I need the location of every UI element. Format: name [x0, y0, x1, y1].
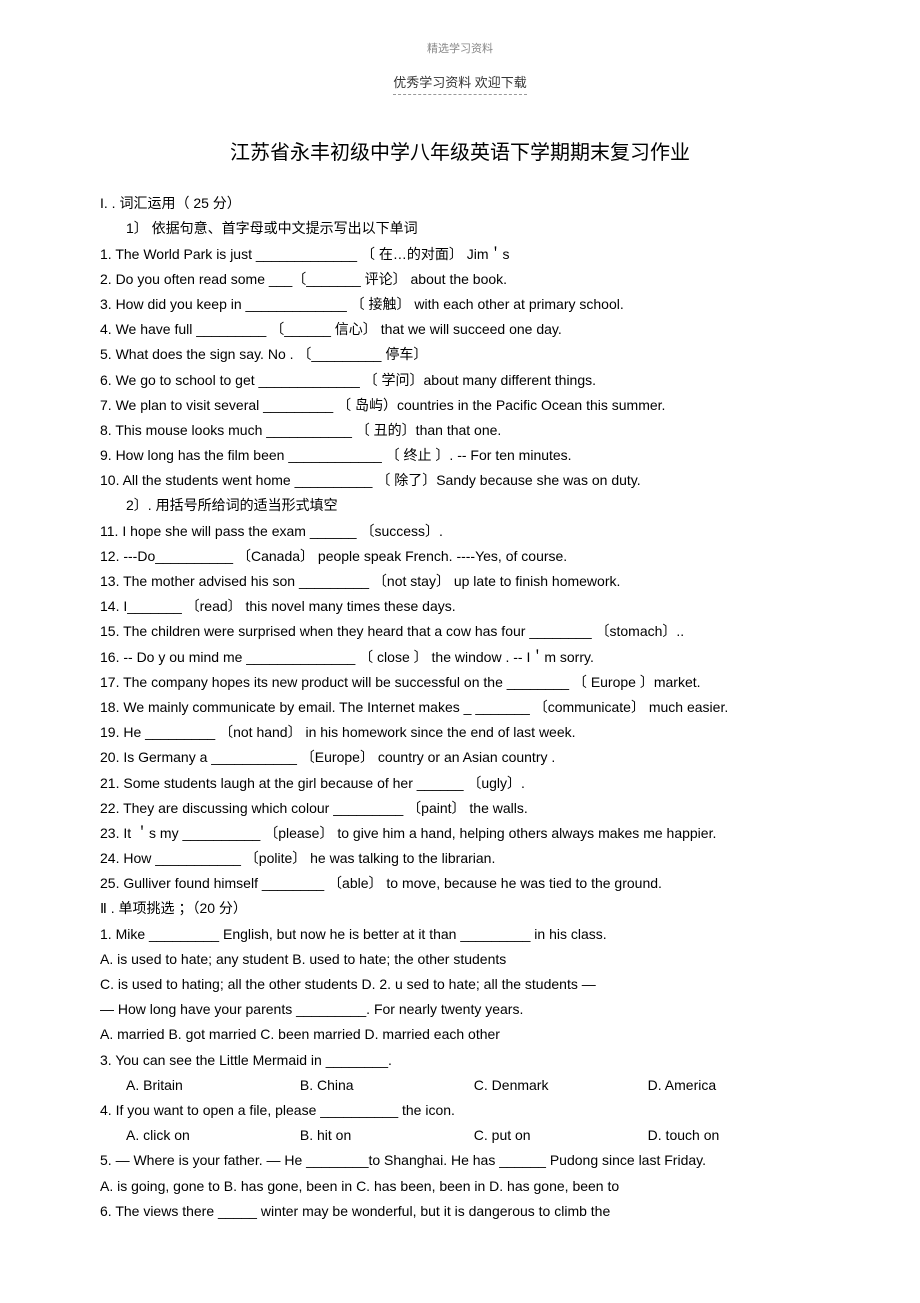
exercise-item: 8. This mouse looks much ___________ 〔 丑… — [100, 418, 820, 443]
option-d: D. touch on — [648, 1123, 720, 1148]
sub-header: 优秀学习资料 欢迎下载 — [393, 71, 527, 95]
mc-options: A. is going, gone to B. has gone, been i… — [100, 1174, 820, 1199]
mc-options-row: A. click on B. hit on C. put on D. touch… — [100, 1123, 820, 1148]
exercise-item: 7. We plan to visit several _________ 〔 … — [100, 393, 820, 418]
exercise-item: 2. Do you often read some ___〔_______ 评论… — [100, 267, 820, 292]
exercise-item: 24. How ___________ 〔polite〕 he was talk… — [100, 846, 820, 871]
exercise-item: 9. How long has the film been __________… — [100, 443, 820, 468]
exercise-item: 15. The children were surprised when the… — [100, 619, 820, 644]
option-c: C. put on — [474, 1123, 644, 1148]
exercise-item: 20. Is Germany a ___________ 〔Europe〕 co… — [100, 745, 820, 770]
option-c: C. Denmark — [474, 1073, 644, 1098]
mc-options: C. is used to hating; all the other stud… — [100, 972, 820, 997]
mc-question: 3. You can see the Little Mermaid in ___… — [100, 1048, 820, 1073]
mc-question: — How long have your parents _________. … — [100, 997, 820, 1022]
section-1-sub2: 2〕. 用括号所给词的适当形式填空 — [100, 493, 820, 518]
exercise-item: 16. -- Do y ou mind me ______________ 〔 … — [100, 645, 820, 670]
exercise-item: 25. Gulliver found himself ________ 〔abl… — [100, 871, 820, 896]
document-title: 江苏省永丰初级中学八年级英语下学期期末复习作业 — [100, 135, 820, 171]
exercise-item: 3. How did you keep in _____________ 〔 接… — [100, 292, 820, 317]
exercise-item: 13. The mother advised his son _________… — [100, 569, 820, 594]
document-page: 精选学习资料 优秀学习资料 欢迎下载 江苏省永丰初级中学八年级英语下学期期末复习… — [0, 0, 920, 1303]
exercise-item: 22. They are discussing which colour ___… — [100, 796, 820, 821]
section-1-label: I. . 词汇运用（ 25 分） — [100, 191, 820, 216]
mc-question: 6. The views there _____ winter may be w… — [100, 1199, 820, 1224]
exercise-item: 10. All the students went home _________… — [100, 468, 820, 493]
top-header: 精选学习资料 — [100, 40, 820, 60]
option-d: D. America — [648, 1073, 716, 1098]
mc-options: A. is used to hate; any student B. used … — [100, 947, 820, 972]
exercise-item: 6. We go to school to get _____________ … — [100, 368, 820, 393]
exercise-item: 18. We mainly communicate by email. The … — [100, 695, 820, 720]
option-a: A. Britain — [126, 1073, 296, 1098]
exercise-item: 1. The World Park is just _____________ … — [100, 242, 820, 267]
exercise-item: 17. The company hopes its new product wi… — [100, 670, 820, 695]
exercise-item: 23. It ＇s my __________ 〔please〕 to give… — [100, 821, 820, 846]
mc-options: A. married B. got married C. been marrie… — [100, 1022, 820, 1047]
section-1-sub1: 1〕 依据句意、首字母或中文提示写出以下单词 — [100, 216, 820, 241]
mc-question: 5. — Where is your father. — He ________… — [100, 1148, 820, 1173]
mc-options-row: A. Britain B. China C. Denmark D. Americ… — [100, 1073, 820, 1098]
mc-question: 4. If you want to open a file, please __… — [100, 1098, 820, 1123]
exercise-item: 12. ---Do__________ 〔Canada〕 people spea… — [100, 544, 820, 569]
exercise-item: 14. I_______ 〔read〕 this novel many time… — [100, 594, 820, 619]
sub-header-wrap: 优秀学习资料 欢迎下载 — [100, 70, 820, 135]
exercise-item: 4. We have full _________ 〔______ 信心〕 th… — [100, 317, 820, 342]
section-2-label: Ⅱ . 单项挑选 ；（20 分） — [100, 896, 820, 921]
option-b: B. hit on — [300, 1123, 470, 1148]
exercise-item: 11. I hope she will pass the exam ______… — [100, 519, 820, 544]
exercise-item: 21. Some students laugh at the girl beca… — [100, 771, 820, 796]
exercise-item: 5. What does the sign say. No . 〔_______… — [100, 342, 820, 367]
exercise-item: 19. He _________ 〔not hand〕 in his homew… — [100, 720, 820, 745]
mc-question: 1. Mike _________ English, but now he is… — [100, 922, 820, 947]
option-a: A. click on — [126, 1123, 296, 1148]
option-b: B. China — [300, 1073, 470, 1098]
